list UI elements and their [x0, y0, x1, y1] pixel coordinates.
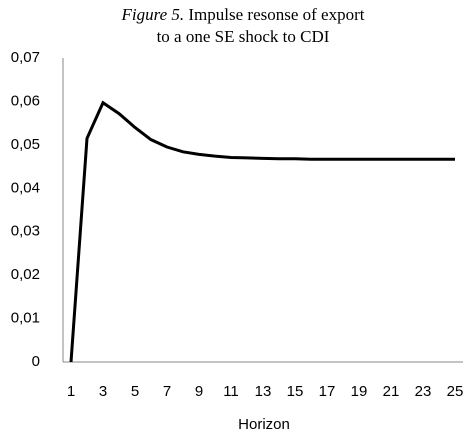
y-tick-label: 0,02 — [11, 266, 40, 283]
x-tick-label: 17 — [319, 383, 336, 400]
x-tick-label: 15 — [287, 383, 304, 400]
title-label: Figure 5. — [121, 5, 185, 24]
title-line: Impulse resonse of export — [188, 5, 364, 24]
title-line: to a one SE shock to CDI — [157, 27, 330, 46]
y-tick-label: 0,04 — [11, 179, 40, 196]
x-tick-label: 1 — [67, 383, 75, 400]
chart-title: Figure 5. Impulse resonse of export — [121, 5, 365, 24]
line — [69, 100, 455, 363]
x-axis-label: Horizon — [238, 416, 290, 433]
x-tick-label: 3 — [99, 383, 107, 400]
x-tick-label: 25 — [447, 383, 464, 400]
y-tick-label: 0,07 — [11, 49, 40, 66]
x-tick-label: 13 — [255, 383, 272, 400]
x-tick-label: 7 — [163, 383, 171, 400]
y-tick-label: 0,05 — [11, 136, 40, 153]
y-tick-label: 0,01 — [11, 310, 40, 327]
y-tick-label: 0,06 — [11, 92, 40, 109]
x-tick-label: 21 — [383, 383, 400, 400]
x-tick-label: 23 — [415, 383, 432, 400]
x-tick-label: 19 — [351, 383, 368, 400]
x-tick-label: 9 — [195, 383, 203, 400]
x-tick-label: 5 — [131, 383, 139, 400]
x-tick-label: 11 — [223, 383, 239, 400]
y-tick-label: 0 — [32, 353, 40, 370]
y-tick-label: 0,03 — [11, 223, 40, 240]
